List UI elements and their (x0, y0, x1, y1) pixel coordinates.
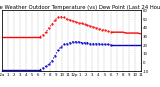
Title: Milwaukee Weather Outdoor Temperature (vs) Dew Point (Last 24 Hours): Milwaukee Weather Outdoor Temperature (v… (0, 5, 160, 10)
